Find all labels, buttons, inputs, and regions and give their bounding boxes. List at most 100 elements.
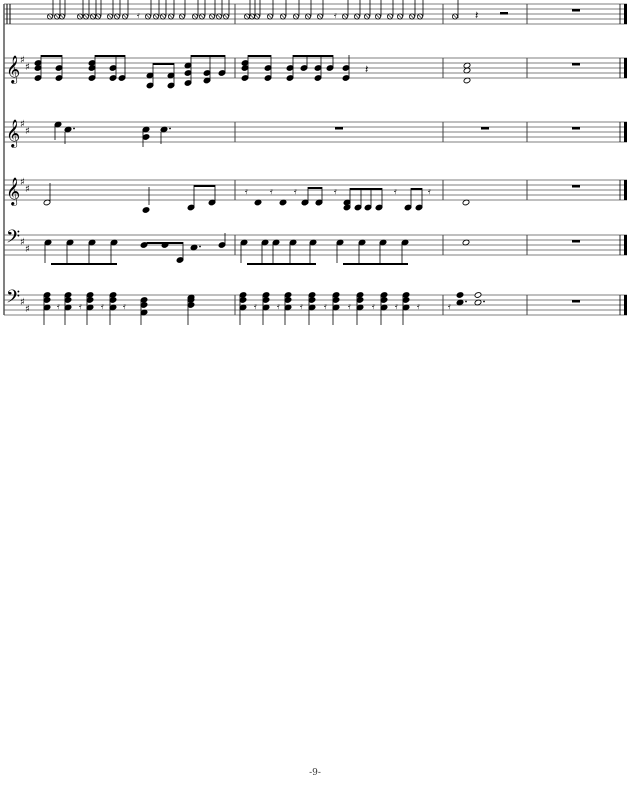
bass-clef-icon: 𝄢 — [6, 227, 20, 252]
sharp-icon: ♯ — [25, 244, 30, 255]
x-notehead-cross — [90, 14, 96, 19]
x-notehead-cross — [47, 14, 53, 19]
x-notehead-cross — [244, 14, 250, 19]
page-number: -9- — [309, 768, 321, 778]
sixteenth-rest-icon: 𝄿 — [137, 11, 140, 21]
half-rest — [500, 12, 508, 15]
beam — [191, 55, 225, 57]
half-note-head — [474, 299, 482, 306]
sixteenth-rest-icon: 𝄿 — [417, 302, 420, 312]
x-notehead-cross — [192, 14, 198, 19]
final-barline — [624, 180, 627, 200]
augmentation-dot — [73, 127, 75, 130]
x-notehead-cross — [83, 14, 89, 19]
x-notehead-cross — [354, 14, 360, 19]
x-notehead-cross — [114, 14, 120, 19]
x-notehead-cross — [145, 14, 151, 19]
treble-clef-icon: 𝄞 — [6, 119, 20, 148]
x-notehead-cross — [364, 14, 370, 19]
x-notehead-cross — [160, 14, 166, 19]
whole-rest — [572, 240, 580, 243]
sixteenth-rest-icon: 𝄿 — [334, 187, 337, 197]
half-note-head — [462, 239, 470, 246]
sixteenth-rest-icon: 𝄿 — [294, 187, 297, 197]
x-notehead-cross — [77, 14, 83, 19]
x-notehead-cross — [280, 14, 286, 19]
sixteenth-rest-icon: 𝄿 — [334, 11, 337, 21]
x-notehead-cross — [375, 14, 381, 19]
sharp-icon: ♯ — [25, 126, 30, 137]
beam — [293, 55, 333, 57]
x-notehead-cross — [107, 14, 113, 19]
beam — [411, 188, 422, 190]
x-notehead — [208, 13, 215, 20]
beam — [51, 263, 117, 265]
note-head — [279, 199, 287, 206]
x-notehead — [198, 13, 205, 20]
x-notehead — [191, 13, 198, 20]
sixteenth-rest-icon: 𝄿 — [348, 302, 351, 312]
note-head — [142, 207, 150, 213]
beam — [194, 185, 215, 187]
sixteenth-rest-icon: 𝄿 — [79, 302, 82, 312]
sixteenth-rest-icon: 𝄿 — [324, 302, 327, 312]
whole-rest — [572, 9, 580, 12]
x-notehead-cross — [397, 14, 403, 19]
sixteenth-rest-icon: 𝄿 — [101, 302, 104, 312]
x-notehead-cross — [305, 14, 311, 19]
x-notehead — [222, 13, 229, 20]
sixteenth-rest-icon: 𝄿 — [245, 187, 248, 197]
augmentation-dot — [169, 127, 171, 130]
x-notehead-cross — [122, 14, 128, 19]
final-barline — [624, 4, 627, 24]
sharp-icon: ♯ — [20, 119, 25, 130]
whole-rest — [572, 127, 580, 130]
sixteenth-rest-icon: 𝄿 — [448, 302, 451, 312]
x-notehead — [178, 13, 185, 20]
final-barline — [624, 295, 627, 315]
sharp-icon: ♯ — [20, 177, 25, 188]
sixteenth-rest-icon: 𝄿 — [123, 302, 126, 312]
beam — [308, 187, 322, 189]
treble-clef-icon: 𝄞 — [6, 55, 20, 84]
sixteenth-rest-icon: 𝄿 — [428, 187, 431, 197]
x-notehead-cross — [95, 14, 101, 19]
x-notehead-cross — [254, 14, 260, 19]
x-notehead-cross — [209, 14, 215, 19]
sixteenth-rest-icon: 𝄿 — [254, 302, 257, 312]
sixteenth-rest-icon: 𝄿 — [270, 187, 273, 197]
beam — [147, 242, 183, 244]
sharp-icon: ♯ — [20, 237, 25, 248]
x-notehead-cross — [417, 14, 423, 19]
x-notehead — [152, 13, 159, 20]
x-notehead-cross — [59, 14, 65, 19]
x-notehead-cross — [153, 14, 159, 19]
final-barline — [624, 235, 627, 255]
x-notehead-cross — [317, 14, 323, 19]
sharp-icon: ♯ — [20, 55, 25, 66]
beam — [247, 263, 316, 265]
sixteenth-rest-icon: 𝄿 — [372, 302, 375, 312]
x-notehead-cross — [54, 14, 60, 19]
whole-rest — [481, 127, 489, 130]
treble-clef-icon: 𝄞 — [6, 177, 20, 206]
x-notehead-cross — [216, 14, 222, 19]
note-head — [254, 199, 262, 206]
x-notehead — [159, 13, 166, 20]
final-barline — [624, 122, 627, 142]
sixteenth-rest-icon: 𝄿 — [277, 302, 280, 312]
note-head — [456, 292, 464, 298]
sixteenth-rest-icon: 𝄿 — [395, 302, 398, 312]
x-notehead-cross — [452, 14, 458, 19]
x-notehead-cross — [199, 14, 205, 19]
half-note-head — [463, 62, 471, 69]
x-notehead — [144, 13, 151, 20]
beam — [248, 55, 271, 57]
quarter-rest-icon: 𝄽 — [475, 9, 478, 22]
bass-clef-icon: 𝄢 — [6, 287, 20, 312]
beam — [343, 263, 408, 265]
beam — [41, 55, 62, 57]
half-note-head — [462, 199, 470, 206]
sharp-icon: ♯ — [20, 297, 25, 308]
x-notehead — [215, 13, 222, 20]
